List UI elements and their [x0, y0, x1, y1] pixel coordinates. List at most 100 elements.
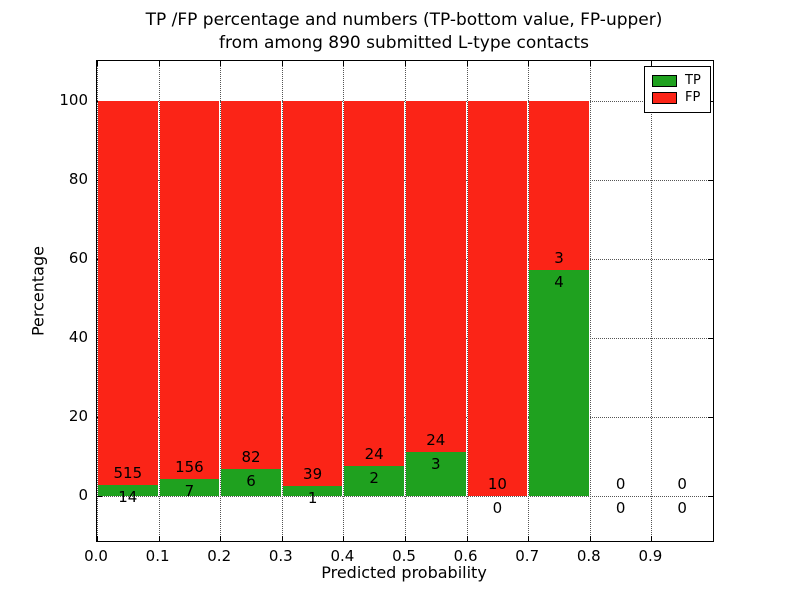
bar-tp-segment — [282, 486, 343, 496]
bar-fp-segment — [98, 100, 158, 486]
x-gridline — [158, 61, 160, 541]
fp-count-label: 0 — [677, 474, 687, 493]
fp-count-label: 515 — [113, 464, 143, 483]
tp-count-label: 4 — [554, 272, 564, 291]
x-tick-mark — [281, 536, 283, 541]
legend-item-fp: FP — [652, 91, 701, 105]
bar-tp-segment — [98, 485, 158, 496]
y-tick-mark-right — [708, 179, 713, 181]
bar-fp-segment — [467, 100, 528, 496]
x-tick-mark — [466, 536, 468, 541]
x-tick-label: 0.6 — [453, 547, 478, 565]
x-tick-mark — [343, 536, 345, 541]
x-tick-mark — [158, 536, 160, 541]
bar-tp-segment — [344, 465, 404, 496]
tp-count-label: 14 — [118, 488, 138, 507]
fp-count-label: 82 — [241, 447, 261, 466]
x-gridline — [466, 61, 468, 541]
bar-fp-segment — [529, 100, 589, 270]
x-tick-mark — [528, 536, 530, 541]
x-tick-label: 0.5 — [392, 547, 416, 565]
tp-count-label: 0 — [492, 498, 503, 517]
bar-fp-segment — [159, 100, 220, 479]
fp-count-label: 39 — [303, 465, 323, 484]
tp-count-label: 3 — [431, 454, 441, 473]
y-gridline — [97, 495, 713, 497]
x-tick-mark — [589, 536, 591, 541]
x-tick-mark — [220, 536, 222, 541]
y-tick-label: 20 — [68, 406, 88, 425]
tp-count-label: 6 — [246, 471, 256, 490]
y-tick-label: 60 — [68, 248, 88, 267]
y-tick-label: 40 — [68, 327, 88, 346]
x-gridline — [220, 61, 222, 541]
y-axis-label: Percentage — [28, 246, 48, 337]
tp-count-label: 0 — [677, 498, 687, 517]
tp-count-label: 1 — [307, 489, 318, 508]
y-tick-label: 100 — [59, 90, 88, 109]
y-gridline — [97, 337, 713, 339]
bar-fp-segment — [221, 100, 281, 469]
y-gridline — [97, 100, 713, 102]
chart-title-line2: from among 890 submitted L-type contacts — [218, 33, 589, 53]
fp-count-label: 24 — [364, 444, 384, 463]
y-tick-label: 0 — [78, 485, 88, 504]
x-tick-mark-top — [97, 61, 98, 66]
y-gridline — [97, 258, 713, 260]
x-tick-mark-top — [343, 61, 345, 66]
tp-count-label: 7 — [184, 481, 195, 500]
plot-area: 515 14 156 7 82 6 39 1 24 2 24 3 10 0 3 4 0 0 0 0 — [96, 60, 714, 542]
x-axis-label: Predicted probability — [321, 563, 487, 582]
x-tick-mark-top — [220, 61, 222, 66]
bar-tp-segment — [159, 478, 220, 496]
tp-color-swatch — [652, 75, 677, 87]
bar-fp-segment — [344, 100, 404, 466]
fp-count-label: 0 — [615, 474, 626, 493]
fp-count-label: 3 — [554, 248, 564, 267]
x-gridline — [97, 61, 98, 541]
x-tick-mark-top — [651, 61, 653, 66]
x-tick-mark-top — [281, 61, 283, 66]
y-tick-mark-right — [708, 416, 713, 418]
x-gridline — [281, 61, 283, 541]
x-tick-mark — [97, 536, 98, 541]
legend-item-tp: TP — [652, 74, 701, 88]
x-tick-label: 0.8 — [576, 547, 601, 565]
fp-legend-label: FP — [685, 90, 701, 105]
bar-fp-segment — [406, 100, 466, 452]
y-tick-mark-right — [708, 495, 713, 497]
x-tick-label: 0.0 — [84, 547, 108, 565]
bar-tp-segment — [529, 269, 589, 496]
y-tick-mark-right — [708, 337, 713, 339]
x-gridline — [528, 61, 530, 541]
fp-count-label: 24 — [426, 430, 446, 449]
x-tick-mark — [405, 536, 406, 541]
x-tick-label: 0.3 — [268, 547, 293, 565]
x-gridline — [589, 61, 591, 541]
x-gridline — [651, 61, 653, 541]
tp-count-label: 2 — [369, 468, 379, 487]
fp-count-label: 156 — [175, 457, 204, 476]
x-tick-label: 0.1 — [145, 547, 170, 565]
fp-color-swatch — [652, 92, 677, 104]
x-tick-mark-top — [528, 61, 530, 66]
legend: TP FP — [644, 66, 711, 113]
x-tick-mark-top — [589, 61, 591, 66]
chart-title-line1: TP /FP percentage and numbers (TP-bottom… — [145, 10, 663, 30]
x-tick-mark-top — [466, 61, 468, 66]
x-tick-label: 0.4 — [330, 547, 355, 565]
bar-fp-segment — [282, 100, 343, 487]
tp-legend-label: TP — [685, 73, 701, 88]
y-gridline — [97, 416, 713, 418]
y-tick-mark — [97, 495, 102, 497]
x-tick-mark-top — [405, 61, 406, 66]
bar-tp-segment — [221, 468, 281, 496]
chart-title: TP /FP percentage and numbers (TP-bottom… — [96, 9, 712, 55]
bar-tp-segment — [406, 451, 466, 496]
fp-count-label: 10 — [487, 474, 507, 493]
x-tick-mark — [651, 536, 653, 541]
x-gridline — [343, 61, 345, 541]
tp-count-label: 0 — [615, 498, 626, 517]
y-gridline — [97, 179, 713, 181]
